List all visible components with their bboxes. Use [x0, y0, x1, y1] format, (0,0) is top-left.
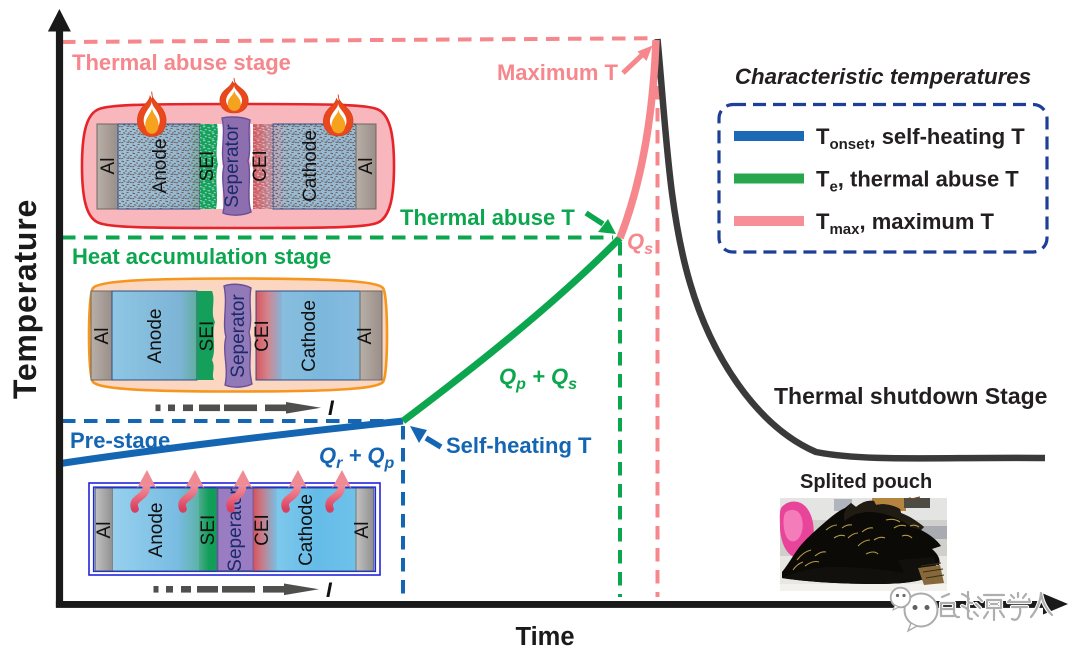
svg-text:CEI: CEI	[250, 150, 271, 182]
svg-text:Time: Time	[515, 623, 574, 651]
svg-text:Tonset, self-heating T: Tonset, self-heating T	[816, 124, 1025, 153]
svg-text:CEI: CEI	[252, 320, 273, 352]
svg-text:Seperator: Seperator	[228, 294, 249, 378]
svg-text:Cathode: Cathode	[300, 130, 321, 202]
svg-text:Self-heating T: Self-heating T	[446, 433, 592, 458]
svg-text:Anode: Anode	[146, 503, 167, 558]
svg-text:Anode: Anode	[145, 309, 166, 364]
svg-text:Tmax, maximum T: Tmax, maximum T	[816, 209, 995, 238]
svg-text:Al: Al	[94, 522, 115, 539]
svg-text:SEI: SEI	[197, 321, 218, 352]
svg-text:SEI: SEI	[197, 151, 218, 182]
svg-text:Thermal abuse stage: Thermal abuse stage	[72, 50, 291, 75]
svg-text:Qp + Qs: Qp + Qs	[499, 364, 577, 393]
svg-text:Cathode: Cathode	[296, 494, 317, 566]
svg-text:Al: Al	[352, 522, 373, 539]
svg-text:Cathode: Cathode	[299, 300, 320, 372]
svg-text:Splited pouch: Splited pouch	[800, 471, 932, 493]
svg-text:Characteristic temperatures: Characteristic temperatures	[735, 64, 1031, 89]
svg-text:Maximum T: Maximum T	[497, 60, 619, 85]
svg-text:Temperature: Temperature	[7, 199, 43, 399]
svg-text:Anode: Anode	[150, 139, 171, 194]
svg-text:Thermal shutdown Stage: Thermal shutdown Stage	[774, 383, 1047, 409]
svg-text:SEI: SEI	[198, 515, 219, 546]
svg-text:CEI: CEI	[252, 514, 273, 546]
svg-text:Thermal abuse T: Thermal abuse T	[400, 205, 575, 230]
svg-text:Qr + Qp: Qr + Qp	[319, 443, 395, 472]
svg-text:Te, thermal abuse T: Te, thermal abuse T	[816, 167, 1019, 196]
svg-text:Al: Al	[92, 328, 113, 345]
svg-text:I: I	[328, 397, 335, 420]
svg-text:Al: Al	[355, 328, 376, 345]
svg-text:I: I	[326, 579, 333, 602]
svg-text:Al: Al	[356, 158, 377, 175]
svg-text:Heat accumulation stage: Heat accumulation stage	[72, 244, 331, 269]
svg-text:Pre-stage: Pre-stage	[70, 428, 170, 453]
svg-text:Al: Al	[98, 158, 119, 175]
svg-text:Seperator: Seperator	[222, 124, 243, 208]
svg-text:Qs: Qs	[627, 229, 653, 258]
